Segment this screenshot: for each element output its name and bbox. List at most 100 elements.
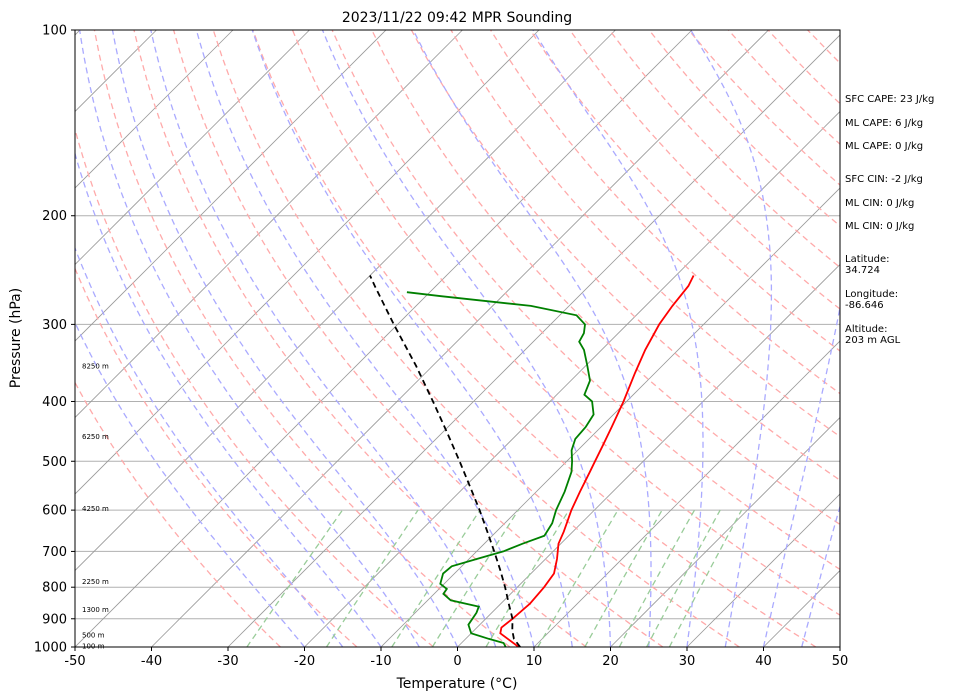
y-tick-label: 100: [42, 24, 67, 39]
sounding-index-text: SFC CIN: -2 J/kg: [845, 174, 923, 185]
height-label: 1300 m: [82, 606, 109, 614]
moist-adiabat-line: [251, 30, 573, 647]
moist-adiabat-line: [75, 246, 344, 647]
background-lines: [0, 30, 840, 647]
moist-adiabat-line: [690, 30, 773, 647]
dewpoint-profile: [406, 291, 595, 647]
height-label: 2250 m: [82, 578, 109, 586]
moist-adiabat-line: [111, 30, 459, 647]
isotherm-line: [533, 340, 840, 647]
height-label: 100 m: [82, 643, 105, 651]
location-value: 34.724: [845, 265, 880, 276]
location-value: 203 m AGL: [845, 335, 901, 346]
dry-adiabat-line: [133, 30, 587, 647]
dry-adiabat-line: [75, 381, 281, 647]
dry-adiabat-line: [529, 30, 840, 352]
location-label: Latitude:: [845, 254, 890, 265]
x-tick-label: -10: [370, 654, 391, 669]
dry-adiabat-line: [172, 30, 664, 647]
moist-adiabat-line: [75, 151, 382, 647]
x-tick-label: 30: [679, 654, 696, 669]
moist-adiabat-line: [412, 30, 652, 647]
sounding-index-text: ML CIN: 0 J/kg: [845, 198, 914, 209]
x-axis-label: Temperature (°C): [396, 676, 518, 692]
isotherm-line: [151, 30, 769, 647]
y-axis-ticks: 1000 900 800 700 600 500 400 300 200 100: [34, 24, 75, 656]
moist-adiabat-line: [150, 30, 497, 647]
isotherm-line: [227, 34, 840, 647]
height-labels: 8250 m 6250 m 4250 m 2250 m 1300 m 500 m 100 m: [82, 363, 109, 651]
plot-frame: [74, 29, 841, 648]
mixing-ratio-line: [325, 509, 419, 647]
dry-adiabat-line: [75, 126, 434, 647]
height-label: 6250 m: [82, 433, 109, 441]
y-tick-label: 700: [42, 545, 67, 560]
x-tick-label: 40: [755, 654, 772, 669]
isotherm-line: [457, 263, 840, 647]
x-tick-label: -20: [294, 654, 315, 669]
parcel-profile: [369, 275, 521, 647]
dry-adiabat-line: [331, 30, 840, 571]
isotherm-line: [304, 110, 840, 647]
isotherm-line: [380, 187, 840, 647]
sounding-profiles: [369, 275, 695, 647]
dry-adiabat-line: [490, 30, 840, 395]
mixing-ratio-line: [537, 509, 619, 647]
x-tick-label: 50: [832, 654, 849, 669]
x-tick-label: 0: [453, 654, 461, 669]
dry-adiabat-line: [252, 30, 817, 647]
y-tick-label: 200: [42, 209, 67, 224]
isotherm-line: [75, 30, 540, 495]
isotherm-line: [75, 30, 310, 266]
x-tick-label: 20: [602, 654, 619, 669]
isotherm-line: [75, 30, 463, 419]
mixing-ratio-line: [485, 509, 570, 647]
dry-adiabat-line: [212, 30, 740, 647]
moist-adiabat-line: [532, 30, 704, 647]
y-tick-label: 800: [42, 581, 67, 596]
mixing-ratio-line: [391, 509, 481, 647]
moist-adiabat-line: [801, 504, 840, 647]
location-value: -86.646: [845, 300, 884, 311]
dry-adiabat-line: [569, 30, 840, 310]
x-axis-ticks: -50 -40 -30 -20 -10 0 10 20 30 40 50: [64, 647, 848, 669]
mixing-ratio-line: [618, 509, 696, 647]
y-tick-label: 400: [42, 395, 67, 410]
mixing-ratio-line: [668, 509, 743, 647]
y-tick-label: 900: [42, 612, 67, 627]
x-tick-label: -30: [217, 654, 238, 669]
moist-adiabat-line: [78, 30, 420, 647]
dry-adiabat-line: [93, 30, 511, 647]
location-label: Altitude:: [845, 324, 887, 335]
chart-title: 2023/11/22 09:42 MPR Sounding: [342, 10, 572, 26]
sounding-index-text: SFC CAPE: 23 J/kg: [845, 94, 934, 105]
x-tick-label: -50: [64, 654, 85, 669]
y-tick-label: 1000: [34, 641, 67, 656]
mixing-ratio-line: [584, 509, 663, 647]
isotherm-line: [686, 493, 840, 647]
height-label: 8250 m: [82, 363, 109, 371]
y-tick-label: 500: [42, 455, 67, 470]
sounding-index-text: ML CAPE: 6 J/kg: [845, 118, 923, 129]
sounding-index-text: ML CAPE: 0 J/kg: [845, 141, 923, 152]
isotherm-line: [75, 30, 387, 342]
isotherm-line: [75, 30, 234, 189]
mixing-ratio-line: [646, 509, 721, 647]
dry-adiabat-line: [75, 266, 358, 647]
y-tick-label: 600: [42, 504, 67, 519]
moist-adiabat-line: [762, 303, 840, 647]
height-label: 4250 m: [82, 505, 109, 513]
mixing-ratio-line: [246, 509, 344, 647]
moist-adiabat-line: [321, 30, 612, 647]
sounding-indices: SFC CAPE: 23 J/kg ML CAPE: 6 J/kg ML CAPE:…: [845, 94, 934, 346]
sounding-index-text: ML CIN: 0 J/kg: [845, 221, 914, 232]
y-tick-label: 300: [42, 318, 67, 333]
location-label: Longitude:: [845, 289, 898, 300]
moist-adiabat-line: [195, 30, 535, 647]
dry-adiabat-line: [291, 30, 840, 616]
temperature-profile: [499, 275, 695, 647]
x-tick-label: -40: [141, 654, 162, 669]
isotherm-line: [0, 30, 4, 647]
dry-adiabat-line: [371, 30, 840, 526]
